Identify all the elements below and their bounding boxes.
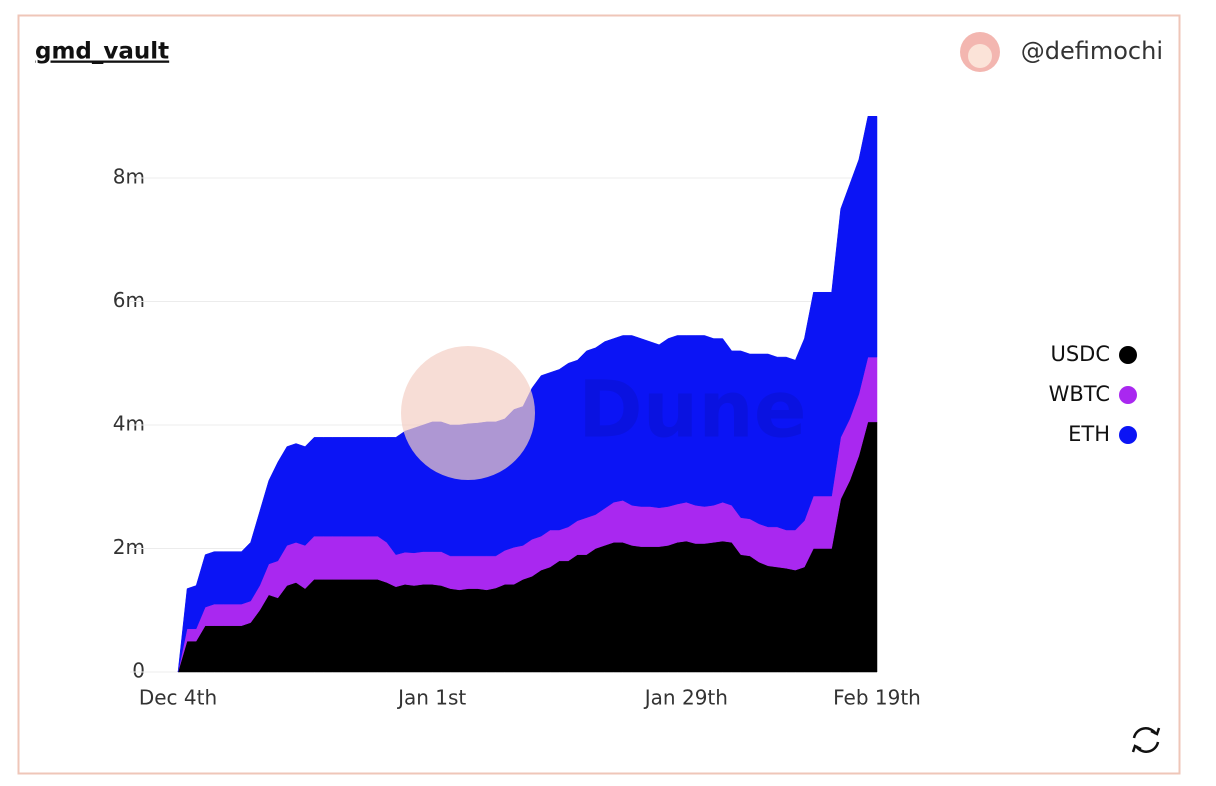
x-tick-label: Feb 19th <box>833 686 921 710</box>
chart-title[interactable]: gmd_vault <box>35 39 169 65</box>
y-tick-label: 2m <box>113 535 145 559</box>
x-tick-label: Jan 1st <box>396 686 466 710</box>
refresh-arrow <box>1150 727 1161 736</box>
y-tick-label: 8m <box>113 165 145 189</box>
y-tick-label: 4m <box>113 412 145 436</box>
legend-label: WBTC <box>1049 382 1110 406</box>
refresh-arrow <box>1131 744 1142 753</box>
refresh-button[interactable] <box>1131 727 1161 753</box>
legend-label: ETH <box>1068 422 1110 446</box>
watermark: Dune <box>401 346 807 480</box>
avatar-face <box>968 44 992 68</box>
x-tick-label: Jan 29th <box>643 686 728 710</box>
x-tick-label: Dec 4th <box>139 686 217 710</box>
legend-label: USDC <box>1050 342 1110 366</box>
plot: 0 2m 4m 6m 8m Dec 4th Jan 1st Jan 29th Feb 19th U… <box>113 116 1137 710</box>
legend-swatch <box>1119 426 1137 444</box>
watermark-logo <box>401 346 535 480</box>
y-tick-label: 6m <box>113 288 145 312</box>
y-tick-label: 0 <box>132 659 145 683</box>
legend-swatch <box>1119 386 1137 404</box>
legend-swatch <box>1119 346 1137 364</box>
author: @defimochi <box>1021 37 1163 65</box>
watermark-text: Dune <box>578 365 807 455</box>
